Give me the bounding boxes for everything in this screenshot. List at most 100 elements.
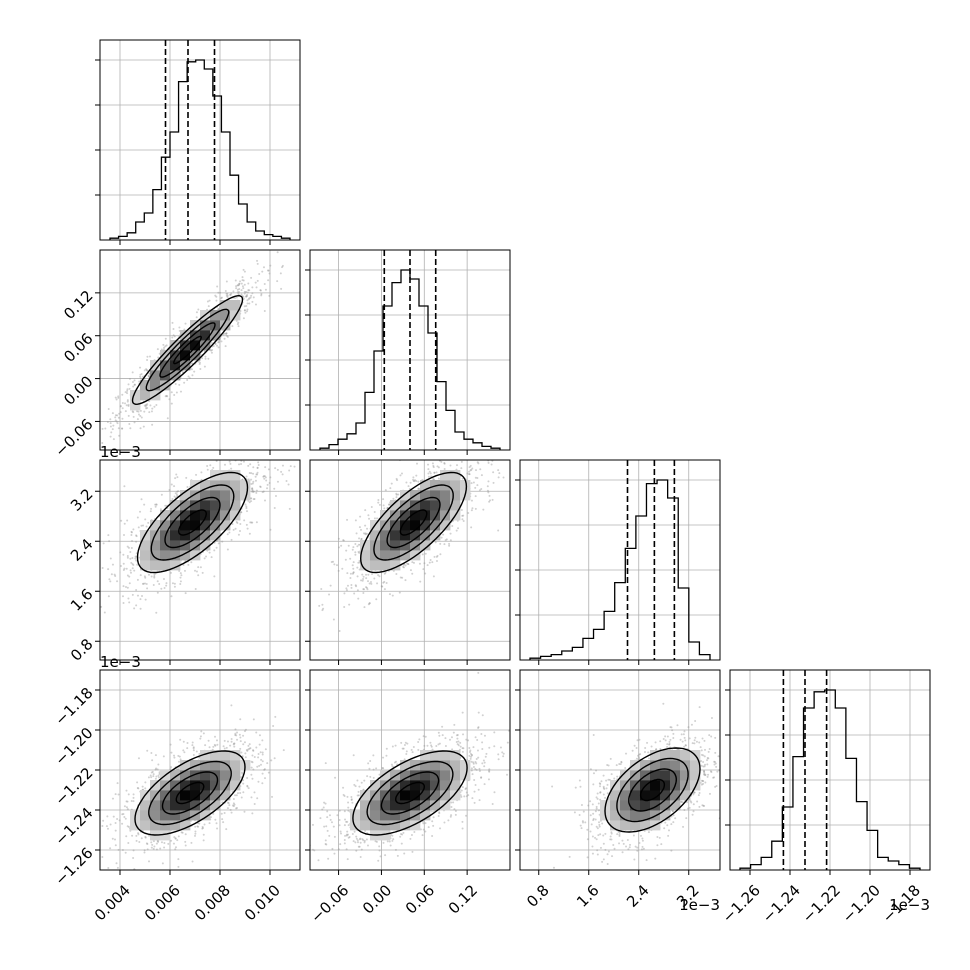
sample-point xyxy=(150,846,153,849)
sample-point xyxy=(143,851,146,854)
sample-point xyxy=(142,425,145,428)
density-cell xyxy=(440,500,451,511)
sample-point xyxy=(139,598,142,601)
histogram-step xyxy=(529,479,711,660)
sample-point xyxy=(226,548,229,551)
sample-point xyxy=(171,582,174,585)
sample-point xyxy=(238,282,241,285)
sample-point xyxy=(274,467,277,470)
sample-point xyxy=(132,563,135,566)
sample-point xyxy=(132,528,135,531)
density-cell xyxy=(230,510,241,521)
sample-point xyxy=(476,477,479,480)
sample-point xyxy=(232,528,235,531)
sample-point xyxy=(241,478,244,481)
density-cell xyxy=(160,550,171,561)
sample-point xyxy=(377,501,380,504)
density-cell xyxy=(180,330,191,341)
sample-point xyxy=(162,343,165,346)
contour-line xyxy=(145,308,230,392)
sample-point xyxy=(133,379,136,382)
sample-point xyxy=(497,469,500,472)
sample-point xyxy=(395,492,398,495)
hist-panel-3 xyxy=(725,669,931,871)
sample-point xyxy=(436,465,439,468)
sample-point xyxy=(112,424,115,427)
sample-point xyxy=(207,357,210,360)
sample-point xyxy=(233,803,236,806)
density-cell xyxy=(200,330,211,341)
hist-panel-2 xyxy=(515,459,721,661)
sample-point xyxy=(133,569,136,572)
sample-point xyxy=(137,410,140,413)
sample-point xyxy=(363,588,366,591)
density-cell xyxy=(410,530,421,541)
sample-point xyxy=(147,374,150,377)
sample-point xyxy=(131,593,134,596)
sample-point xyxy=(210,341,213,344)
sample-point xyxy=(138,380,141,383)
sample-point xyxy=(251,286,254,289)
density-cell xyxy=(380,540,391,551)
sample-point xyxy=(135,589,138,592)
sample-point xyxy=(124,817,127,820)
density-cell xyxy=(380,520,391,531)
sample-point xyxy=(432,466,435,469)
sample-point xyxy=(346,572,349,575)
sample-point xyxy=(111,563,114,566)
sample-point xyxy=(109,425,112,428)
sample-point xyxy=(181,831,184,834)
sample-point xyxy=(102,542,105,545)
sample-point xyxy=(356,545,359,548)
sample-point xyxy=(238,282,241,285)
sample-point xyxy=(132,796,135,799)
sample-point xyxy=(395,477,398,480)
sample-point xyxy=(245,475,248,478)
sample-point xyxy=(243,810,246,813)
sample-point xyxy=(204,355,207,358)
sample-point xyxy=(240,511,243,514)
sample-point xyxy=(270,759,273,762)
sample-point xyxy=(137,413,140,416)
sample-point xyxy=(160,348,163,351)
sample-point xyxy=(258,272,261,275)
sample-point xyxy=(467,512,470,515)
sample-point xyxy=(417,488,420,491)
sample-point xyxy=(429,472,432,475)
density-cell xyxy=(440,520,451,531)
sample-point xyxy=(399,576,402,579)
sample-point xyxy=(407,562,410,565)
contour-line xyxy=(173,335,203,365)
sample-point xyxy=(448,544,451,547)
sample-point xyxy=(391,594,394,597)
sample-point xyxy=(190,362,193,365)
sample-point xyxy=(193,370,196,373)
sample-point xyxy=(272,725,275,728)
sample-point xyxy=(177,835,180,838)
sample-point xyxy=(145,404,148,407)
sample-point xyxy=(330,561,333,564)
sample-point xyxy=(191,860,194,863)
sample-point xyxy=(131,557,134,560)
sample-point xyxy=(121,813,124,816)
density-cell xyxy=(170,560,181,571)
sample-point xyxy=(250,796,253,799)
sample-point xyxy=(147,521,150,524)
sample-point xyxy=(144,518,147,521)
density-cell xyxy=(210,510,221,521)
contour-line xyxy=(359,471,468,574)
density-cell xyxy=(160,520,171,531)
sample-point xyxy=(133,383,136,386)
density-cell xyxy=(210,500,221,511)
sample-point xyxy=(471,507,474,510)
sample-point xyxy=(358,526,361,529)
sample-point xyxy=(200,730,203,733)
sample-point xyxy=(241,276,244,279)
sample-point xyxy=(373,577,376,580)
sample-point xyxy=(243,741,246,744)
sample-point xyxy=(260,294,263,297)
sample-point xyxy=(133,421,136,424)
sample-point xyxy=(247,289,250,292)
sample-point xyxy=(412,561,415,564)
